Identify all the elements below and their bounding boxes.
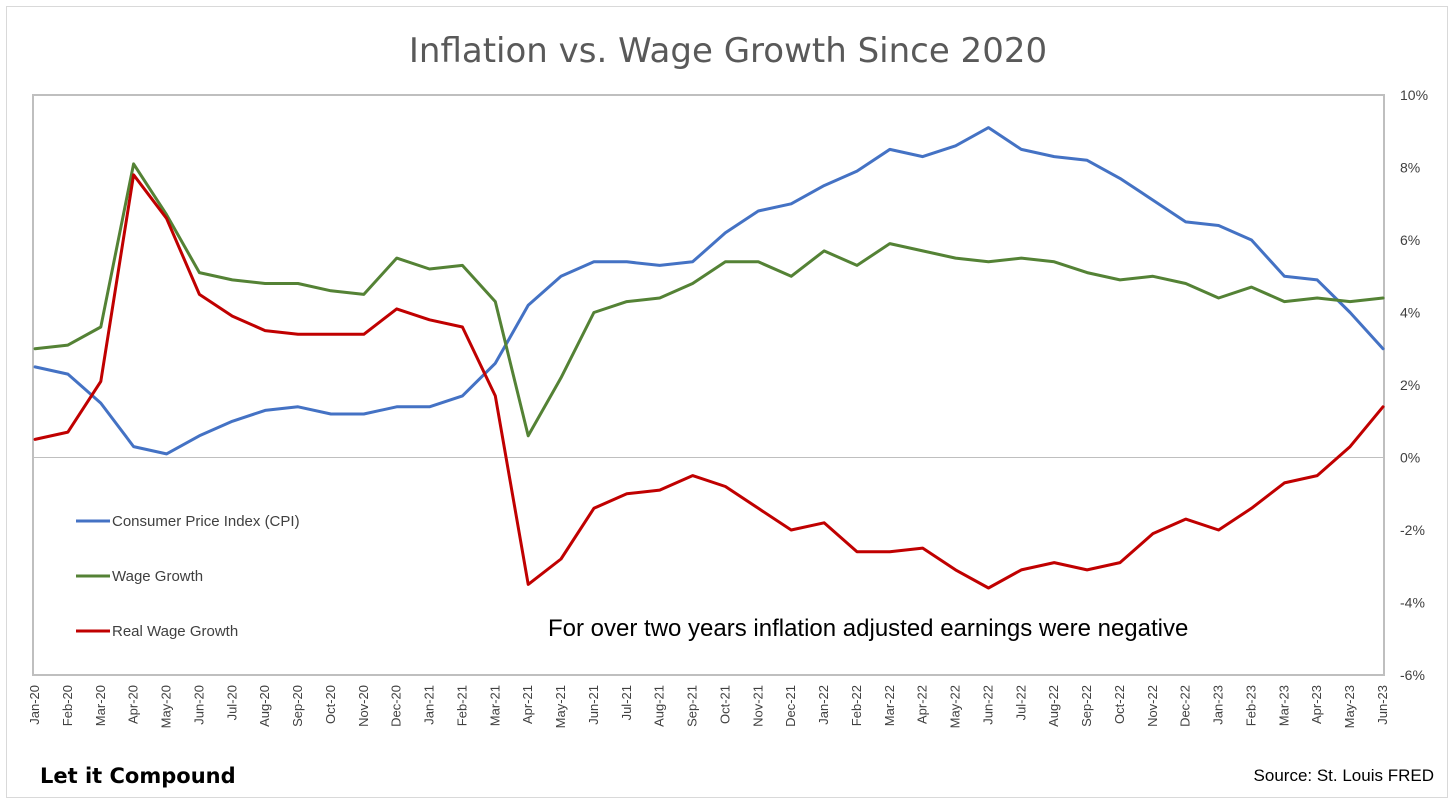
x-tick-label: Sep-21 [685, 685, 700, 727]
x-tick-label: Feb-20 [60, 685, 75, 726]
x-tick-label: Jan-21 [422, 685, 437, 725]
y-tick-label: -4% [1400, 595, 1425, 611]
x-tick-label: Jun-22 [980, 685, 995, 725]
x-tick-label: Aug-20 [257, 685, 272, 727]
x-tick-label: Apr-22 [915, 685, 930, 724]
x-tick-label: Nov-20 [356, 685, 371, 727]
x-tick-label: Jul-21 [619, 685, 634, 720]
x-tick-label: Dec-21 [783, 685, 798, 727]
x-tick-label: Jun-23 [1375, 685, 1390, 725]
series-lines [33, 126, 1385, 590]
x-tick-label: Mar-21 [487, 685, 502, 726]
chart-title: Inflation vs. Wage Growth Since 2020 [409, 31, 1047, 71]
x-axis: Jan-20 Feb-20 Mar-20 Apr-20 May-20 Jun-20 Jul-… [27, 685, 1390, 728]
y-tick-label: 4% [1400, 305, 1420, 321]
x-tick-label: Dec-20 [389, 685, 404, 727]
x-tick-label: May-22 [948, 685, 963, 728]
x-tick-label: May-23 [1342, 685, 1357, 728]
x-tick-label: Apr-20 [126, 685, 141, 724]
y-tick-label: 2% [1400, 377, 1420, 393]
y-axis: 10% 8% 6% 4% 2% 0% -2% -4% -6% [1400, 87, 1428, 683]
x-tick-label: Jul-20 [224, 685, 239, 720]
y-tick-label: 6% [1400, 232, 1420, 248]
plot-area [32, 94, 1385, 676]
x-tick-label: Mar-20 [93, 685, 108, 726]
x-tick-label: Feb-23 [1243, 685, 1258, 726]
y-tick-label: 0% [1400, 450, 1420, 466]
x-tick-label: Jan-23 [1211, 685, 1226, 725]
legend-label: Wage Growth [112, 568, 203, 585]
x-tick-label: Nov-21 [750, 685, 765, 727]
y-tick-label: 8% [1400, 160, 1420, 176]
x-tick-label: Jul-22 [1013, 685, 1028, 720]
source-note: Source: St. Louis FRED [1254, 766, 1434, 785]
series-line-real-wage-growth [33, 173, 1385, 590]
y-tick-label: -2% [1400, 522, 1425, 538]
x-tick-label: Feb-22 [849, 685, 864, 726]
y-tick-label: -6% [1400, 667, 1425, 683]
x-tick-label: Dec-22 [1178, 685, 1193, 727]
chart-annotation: For over two years inflation adjusted ea… [548, 615, 1188, 642]
x-tick-label: Sep-20 [290, 685, 305, 727]
x-tick-label: Apr-23 [1309, 685, 1324, 724]
x-tick-label: Nov-22 [1145, 685, 1160, 727]
x-tick-label: Apr-21 [520, 685, 535, 724]
x-tick-label: Oct-22 [1112, 685, 1127, 724]
legend-label: Real Wage Growth [112, 623, 238, 640]
x-tick-label: Jan-22 [816, 685, 831, 725]
x-tick-label: Jun-20 [191, 685, 206, 725]
x-tick-label: May-21 [553, 685, 568, 728]
x-tick-label: Aug-21 [652, 685, 667, 727]
chart-frame [6, 6, 1448, 798]
x-tick-label: Jun-21 [586, 685, 601, 725]
x-tick-label: Feb-21 [454, 685, 469, 726]
brand-logo: Let it Compound [40, 764, 236, 788]
legend: Consumer Price Index (CPI) Wage Growth Rea… [76, 513, 300, 640]
x-tick-label: Aug-22 [1046, 685, 1061, 727]
x-tick-label: Mar-22 [882, 685, 897, 726]
x-tick-label: Mar-23 [1276, 685, 1291, 726]
x-tick-label: Oct-20 [323, 685, 338, 724]
x-tick-label: Jan-20 [27, 685, 42, 725]
x-tick-label: May-20 [159, 685, 174, 728]
series-line-consumer-price-index-cpi [33, 126, 1385, 456]
series-line-wage-growth [33, 162, 1385, 438]
x-tick-label: Oct-21 [717, 685, 732, 724]
x-tick-label: Sep-22 [1079, 685, 1094, 727]
legend-label: Consumer Price Index (CPI) [112, 513, 300, 530]
y-tick-label: 10% [1400, 87, 1428, 103]
